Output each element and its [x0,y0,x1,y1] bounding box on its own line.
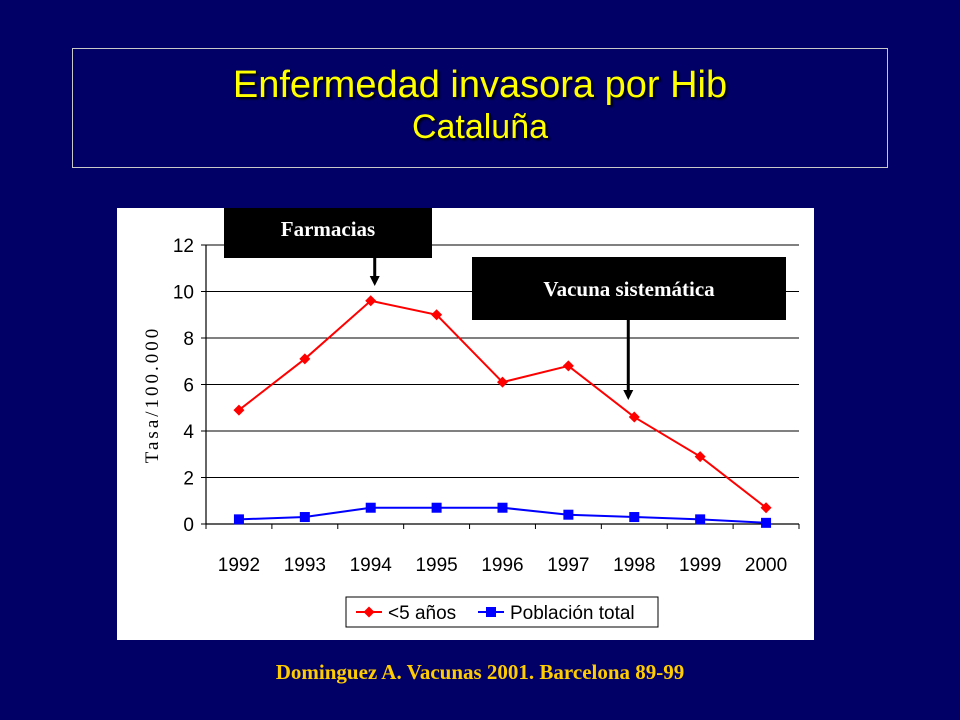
x-tick-label: 1992 [218,555,260,576]
annotation-arrowhead [369,276,380,286]
y-tick-label: 12 [173,236,194,257]
line-chart: 0 2 4 6 8 10 12 1992 1993 1994 1995 1996 1997 1998 199… [142,236,800,628]
x-tick-label: 1997 [547,555,589,576]
legend-swatch-marker [486,607,496,617]
y-tick-label: 2 [183,469,194,490]
data-point [365,295,377,307]
legend-swatch-marker [363,606,375,618]
data-point [431,502,442,513]
data-point [628,411,640,423]
data-point [431,309,443,321]
y-tick-label: 8 [183,329,194,350]
x-tick-label: 1999 [679,555,721,576]
citation: Dominguez A. Vacunas 2001. Barcelona 89-… [275,660,685,684]
data-point [760,502,772,514]
x-tick-label: 1996 [481,555,523,576]
title-box: Enfermedad invasora por Hib Cataluña [72,48,888,168]
data-point [695,514,706,525]
data-point [761,517,772,528]
y-tick-label: 4 [183,422,194,443]
y-tick-label: 10 [173,283,194,304]
data-point [497,502,508,513]
y-tick-label: 6 [183,376,194,397]
data-point [497,376,508,388]
y-axis-label: Tasa/100.000 [142,326,163,464]
x-tick-label: 1995 [415,555,457,576]
x-tick-label: 1998 [613,555,655,576]
data-point [365,502,376,513]
legend-entry-label: <5 años [388,603,456,624]
series-line-0 [238,299,767,509]
slide-title: Enfermedad invasora por Hib [232,64,728,106]
data-point [233,514,244,525]
callout-vacuna-sistematica: Vacuna sistemática [472,257,786,320]
callout-farmacias: Farmacias [224,208,432,258]
x-tick-label: 1993 [284,555,326,576]
slide-subtitle: Cataluña [411,108,549,146]
data-point [562,360,574,372]
data-point [299,353,311,365]
data-point [563,509,574,520]
data-point [233,404,245,416]
data-point [694,451,706,463]
x-tick-label: 1994 [350,555,393,576]
y-tick-label: 0 [183,515,194,536]
legend-entry-label: Población total [510,603,635,624]
x-tick-label: 2000 [745,555,787,576]
data-point [299,512,310,523]
annotation-arrowhead [623,390,634,400]
data-point [629,512,640,523]
